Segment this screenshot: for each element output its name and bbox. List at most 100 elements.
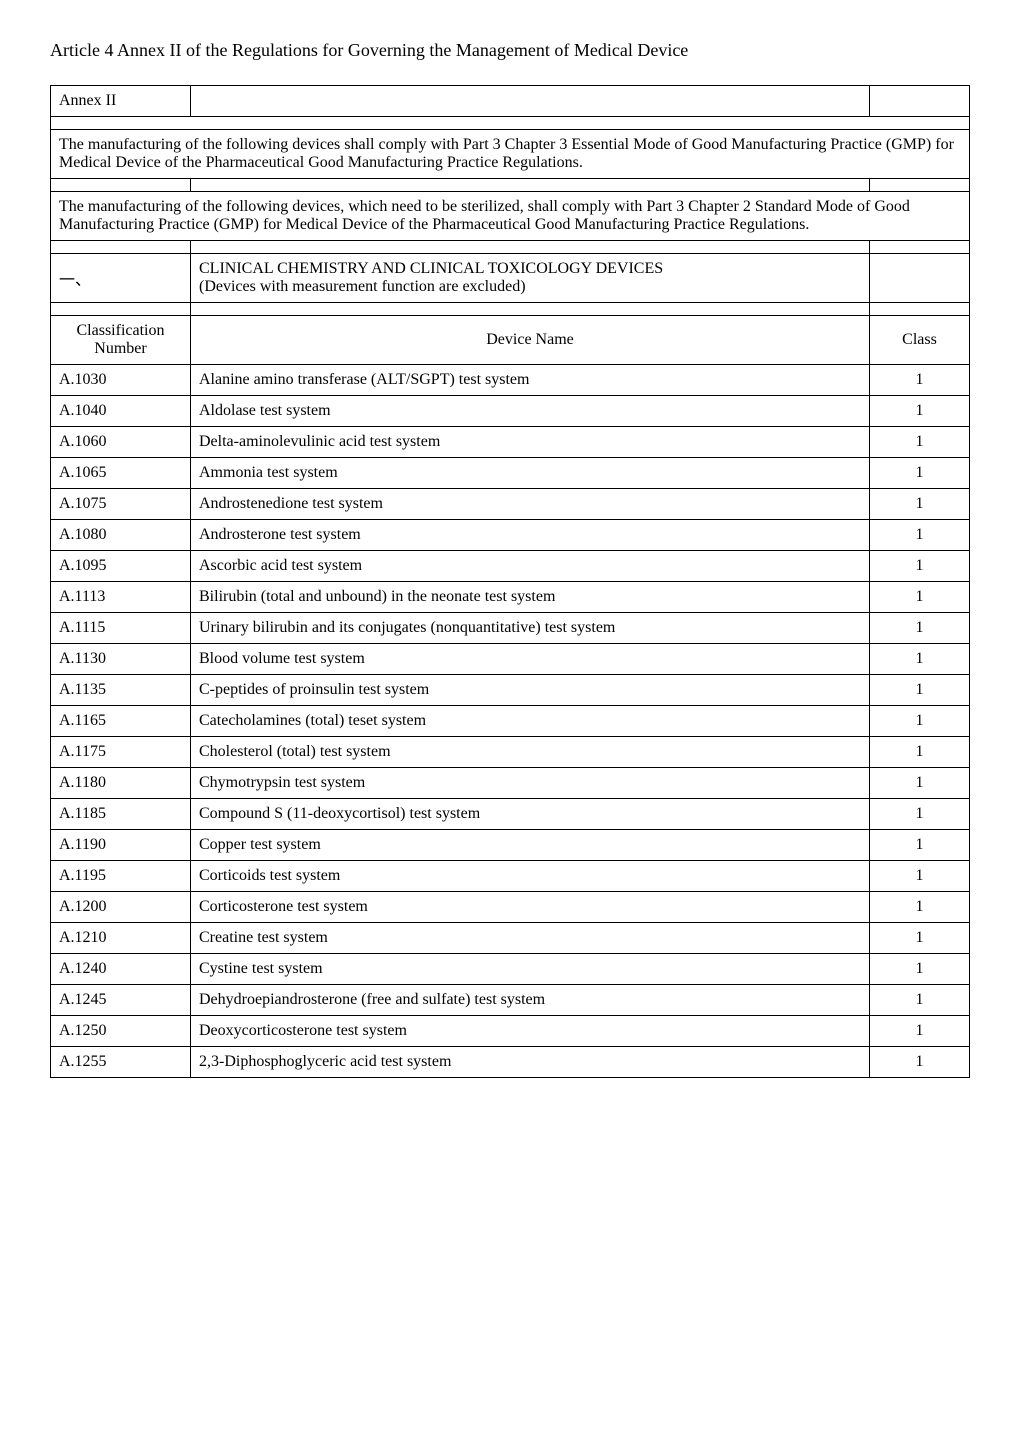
device-name: Androsterone test system [191, 520, 870, 551]
classification-number: A.1080 [51, 520, 191, 551]
class-value: 1 [870, 799, 970, 830]
table-row: A.1245Dehydroepiandrosterone (free and s… [51, 985, 970, 1016]
table-row: A.12552,3-Diphosphoglyceric acid test sy… [51, 1047, 970, 1078]
classification-number: A.1095 [51, 551, 191, 582]
device-name: Urinary bilirubin and its conjugates (no… [191, 613, 870, 644]
device-name: Delta-aminolevulinic acid test system [191, 427, 870, 458]
empty-cell [870, 179, 970, 192]
table-row: A.1113Bilirubin (total and unbound) in t… [51, 582, 970, 613]
empty-cell [191, 86, 870, 117]
classification-number: A.1195 [51, 861, 191, 892]
table-row: A.1190Copper test system1 [51, 830, 970, 861]
classification-number: A.1113 [51, 582, 191, 613]
class-value: 1 [870, 458, 970, 489]
empty-cell [191, 303, 870, 316]
device-name: Corticoids test system [191, 861, 870, 892]
class-value: 1 [870, 644, 970, 675]
class-value: 1 [870, 923, 970, 954]
table-row: A.1115Urinary bilirubin and its conjugat… [51, 613, 970, 644]
device-name: Ascorbic acid test system [191, 551, 870, 582]
table-row: A.1250Deoxycorticosterone test system1 [51, 1016, 970, 1047]
class-value: 1 [870, 892, 970, 923]
device-name: Creatine test system [191, 923, 870, 954]
class-value: 1 [870, 675, 970, 706]
header-device-name: Device Name [191, 316, 870, 365]
device-name: Ammonia test system [191, 458, 870, 489]
table-row: A.1075Androstenedione test system1 [51, 489, 970, 520]
class-value: 1 [870, 1047, 970, 1078]
classification-number: A.1200 [51, 892, 191, 923]
class-value: 1 [870, 613, 970, 644]
class-value: 1 [870, 520, 970, 551]
section-heading-line1: CLINICAL CHEMISTRY AND CLINICAL TOXICOLO… [199, 260, 861, 278]
paragraph2-row: The manufacturing of the following devic… [51, 192, 970, 241]
device-name: Deoxycorticosterone test system [191, 1016, 870, 1047]
spacer-split-row [51, 179, 970, 192]
empty-cell [870, 303, 970, 316]
empty-cell [870, 241, 970, 254]
spacer-split-row [51, 241, 970, 254]
table-row: A.1165Catecholamines (total) teset syste… [51, 706, 970, 737]
table-row: A.1185Compound S (11-deoxycortisol) test… [51, 799, 970, 830]
device-name: Compound S (11-deoxycortisol) test syste… [191, 799, 870, 830]
paragraph2-text: The manufacturing of the following devic… [51, 192, 970, 241]
empty-cell [191, 241, 870, 254]
device-name: Alanine amino transferase (ALT/SGPT) tes… [191, 365, 870, 396]
header-class: Class [870, 316, 970, 365]
class-value: 1 [870, 551, 970, 582]
device-name: Dehydroepiandrosterone (free and sulfate… [191, 985, 870, 1016]
class-value: 1 [870, 954, 970, 985]
section-heading: CLINICAL CHEMISTRY AND CLINICAL TOXICOLO… [191, 254, 870, 303]
empty-cell [870, 254, 970, 303]
table-row: A.1175Cholesterol (total) test system1 [51, 737, 970, 768]
main-table: Annex II The manufacturing of the follow… [50, 85, 970, 1078]
class-value: 1 [870, 365, 970, 396]
section-heading-line2: (Devices with measurement function are e… [199, 278, 861, 296]
table-row: A.1240Cystine test system1 [51, 954, 970, 985]
table-row: A.1080Androsterone test system1 [51, 520, 970, 551]
class-value: 1 [870, 396, 970, 427]
classification-number: A.1065 [51, 458, 191, 489]
class-value: 1 [870, 830, 970, 861]
table-row: A.1180Chymotrypsin test system1 [51, 768, 970, 799]
table-row: A.1210Creatine test system1 [51, 923, 970, 954]
table-row: A.1195Corticoids test system1 [51, 861, 970, 892]
device-name: Bilirubin (total and unbound) in the neo… [191, 582, 870, 613]
classification-number: A.1075 [51, 489, 191, 520]
device-name: Androstenedione test system [191, 489, 870, 520]
empty-cell [51, 117, 970, 130]
paragraph1-row: The manufacturing of the following devic… [51, 130, 970, 179]
device-name: C-peptides of proinsulin test system [191, 675, 870, 706]
device-name: Copper test system [191, 830, 870, 861]
classification-number: A.1245 [51, 985, 191, 1016]
classification-number: A.1040 [51, 396, 191, 427]
class-value: 1 [870, 489, 970, 520]
annex-row: Annex II [51, 86, 970, 117]
device-name: Catecholamines (total) teset system [191, 706, 870, 737]
classification-number: A.1210 [51, 923, 191, 954]
classification-number: A.1135 [51, 675, 191, 706]
class-value: 1 [870, 861, 970, 892]
classification-number: A.1130 [51, 644, 191, 675]
classification-number: A.1115 [51, 613, 191, 644]
table-row: A.1030Alanine amino transferase (ALT/SGP… [51, 365, 970, 396]
annex-label: Annex II [51, 86, 191, 117]
class-value: 1 [870, 582, 970, 613]
empty-cell [51, 241, 191, 254]
section-heading-row: 一、 CLINICAL CHEMISTRY AND CLINICAL TOXIC… [51, 254, 970, 303]
classification-number: A.1185 [51, 799, 191, 830]
class-value: 1 [870, 706, 970, 737]
device-name: Corticosterone test system [191, 892, 870, 923]
device-name: Cholesterol (total) test system [191, 737, 870, 768]
classification-number: A.1175 [51, 737, 191, 768]
table-row: A.1130Blood volume test system1 [51, 644, 970, 675]
table-header-row: Classification Number Device Name Class [51, 316, 970, 365]
class-value: 1 [870, 1016, 970, 1047]
device-name: Chymotrypsin test system [191, 768, 870, 799]
table-row: A.1065Ammonia test system1 [51, 458, 970, 489]
classification-number: A.1255 [51, 1047, 191, 1078]
spacer-row [51, 117, 970, 130]
classification-number: A.1180 [51, 768, 191, 799]
spacer-split-row [51, 303, 970, 316]
device-name: Blood volume test system [191, 644, 870, 675]
